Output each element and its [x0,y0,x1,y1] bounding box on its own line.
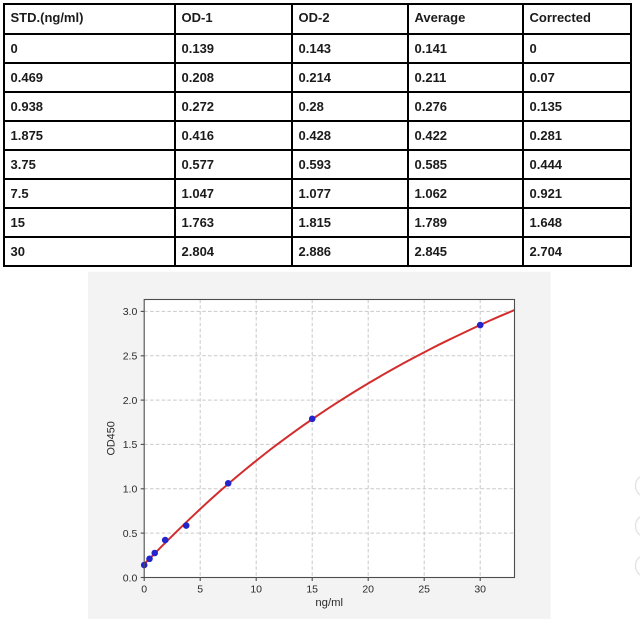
svg-text:25: 25 [418,583,430,595]
svg-text:3.0: 3.0 [123,306,138,318]
svg-text:2.0: 2.0 [123,395,138,407]
svg-text:0: 0 [141,583,147,595]
svg-text:15: 15 [306,583,318,595]
svg-text:ng/ml: ng/ml [315,597,343,609]
svg-text:20: 20 [362,583,374,595]
svg-text:10: 10 [250,583,262,595]
svg-text:0.0: 0.0 [123,572,138,584]
svg-text:1.0: 1.0 [123,484,138,496]
svg-text:5: 5 [197,583,203,595]
svg-text:1.5: 1.5 [123,439,138,451]
svg-text:OD450: OD450 [106,421,118,455]
svg-text:30: 30 [474,583,486,595]
svg-text:0.5: 0.5 [123,528,138,540]
svg-text:2.5: 2.5 [123,351,138,363]
